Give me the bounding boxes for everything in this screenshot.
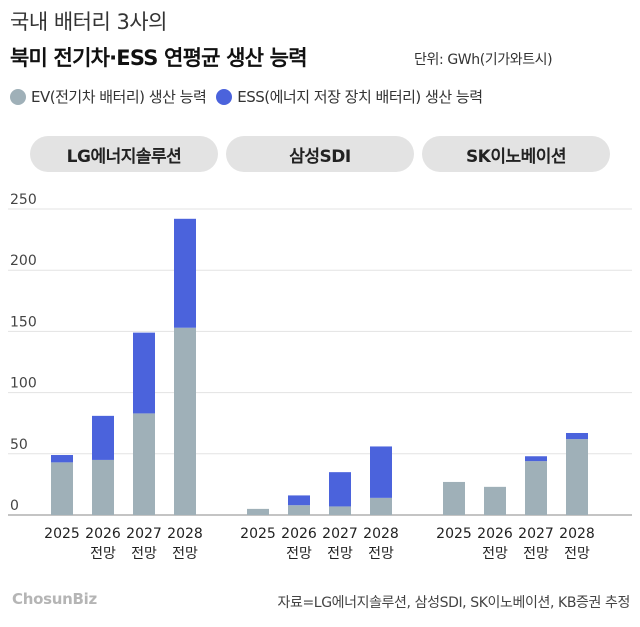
group-label-sk: SK이노베이션 (422, 136, 610, 172)
bar-ess (370, 446, 392, 498)
unit-label: 단위: GWh(기가와트시) (414, 52, 553, 68)
x-tick-label: 2026 (281, 526, 317, 542)
x-tick-label: 2026 (477, 526, 513, 542)
x-tick-label: 전망 (90, 546, 116, 562)
y-tick-label: 250 (10, 192, 37, 208)
x-tick-label: 전망 (368, 546, 394, 562)
bar-ess (566, 432, 588, 440)
bar-ess (51, 455, 73, 463)
x-tick-label: 전망 (564, 546, 590, 562)
bar-ess (329, 472, 351, 507)
legend-item-ess: ESS(에너지 저장 장치 배터리) 생산 능력 (216, 86, 483, 107)
x-tick-label: 2026 (85, 526, 121, 542)
source-note: 자료=LG에너지솔루션, 삼성SDI, SK이노베이션, KB증권 추정 (277, 595, 631, 611)
bar-ev (247, 508, 269, 515)
bar-ev (370, 497, 392, 515)
x-tick-label: 2028 (167, 526, 203, 542)
legend-swatch-ess (216, 88, 233, 105)
legend-item-ev: EV(전기차 배터리) 생산 능력 (10, 86, 207, 107)
legend-swatch-ev (10, 88, 26, 105)
x-tick-label: 2027 (518, 526, 554, 542)
legend: EV(전기차 배터리) 생산 능력 ESS(에너지 저장 장치 배터리) 생산 … (10, 86, 493, 107)
chosunbiz-logo: ChosunBiz (12, 590, 97, 608)
bar-ev (288, 505, 310, 515)
group-label-lg: LG에너지솔루션 (30, 136, 218, 172)
bar-ev (566, 439, 588, 515)
x-tick-label: 전망 (482, 546, 508, 562)
bar-ev (484, 486, 506, 515)
y-tick-label: 0 (10, 498, 19, 514)
y-tick-label: 50 (10, 437, 28, 453)
bar-ess (288, 495, 310, 506)
chart-title-line2: 북미 전기차·ESS 연평균 생산 능력 (10, 46, 308, 70)
bar-ev (525, 461, 547, 515)
x-tick-label: 2027 (322, 526, 358, 542)
legend-label-ess: ESS(에너지 저장 장치 배터리) 생산 능력 (237, 88, 483, 106)
x-tick-label: 2028 (559, 526, 595, 542)
chart-title-line1: 국내 배터리 3사의 (10, 10, 167, 34)
stacked-bar-chart: 0 50 100 150 200 250 2025 2026 전망 2027 전망 2028 전망 202… (8, 192, 632, 562)
bar-ess (525, 456, 547, 462)
x-tick-label: 2028 (363, 526, 399, 542)
legend-label-ev: EV(전기차 배터리) 생산 능력 (31, 88, 207, 106)
bar-ev (92, 459, 114, 515)
x-tick-label: 2027 (126, 526, 162, 542)
x-tick-label: 전망 (172, 546, 198, 562)
bar-ess (174, 218, 196, 328)
x-tick-label: 2025 (436, 526, 472, 542)
y-tick-label: 200 (10, 253, 37, 269)
y-tick-label: 100 (10, 376, 37, 392)
bar-ev (329, 506, 351, 515)
bar-ev (443, 481, 465, 515)
group-label-samsung: 삼성SDI (226, 136, 414, 172)
bar-ev (174, 327, 196, 515)
x-tick-label: 2025 (240, 526, 276, 542)
bar-ev (133, 413, 155, 515)
bar-ess (92, 415, 114, 460)
x-tick-label: 2025 (44, 526, 80, 542)
x-tick-label: 전망 (286, 546, 312, 562)
bar-ess (133, 332, 155, 414)
x-tick-label: 전망 (327, 546, 353, 562)
y-tick-label: 150 (10, 314, 37, 330)
x-tick-label: 전망 (131, 546, 157, 562)
bar-ev (51, 462, 73, 515)
x-tick-label: 전망 (523, 546, 549, 562)
